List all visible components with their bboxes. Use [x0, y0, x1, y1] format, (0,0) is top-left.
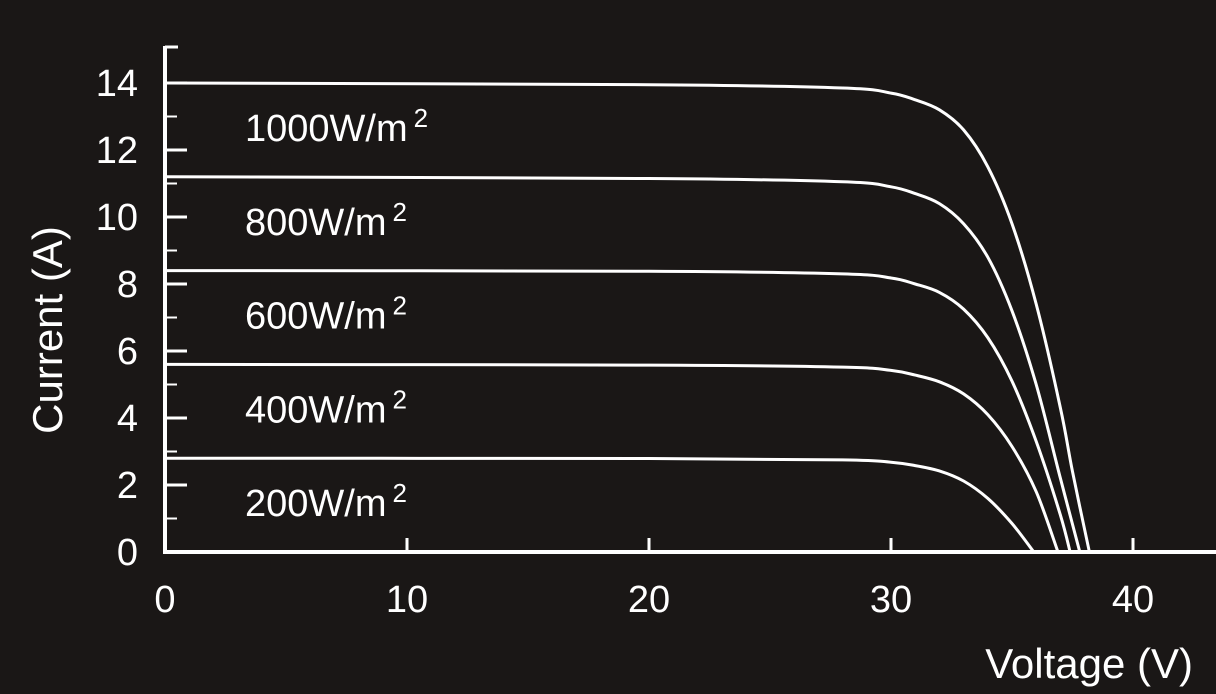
x-tick-label-40: 40 [1112, 579, 1154, 621]
y-axis-title: Current (A) [24, 226, 71, 434]
x-tick-label-30: 30 [870, 579, 912, 621]
x-tick-label-20: 20 [628, 579, 670, 621]
series-label-3: 400W/m 2 [245, 384, 407, 431]
series-labels-layer: 1000W/m 2 800W/m 2 600W/m 2 400W/m 2 200W/m 2 [245, 103, 428, 525]
y-tick-label-4: 4 [117, 398, 138, 440]
y-tick-label-10: 10 [96, 197, 138, 239]
series-label-0: 1000W/m 2 [245, 103, 428, 150]
series-label-superscript: 2 [392, 291, 406, 321]
curves-layer [164, 81, 1091, 553]
series-line-0 [164, 81, 1091, 553]
y-tick-label-2: 2 [117, 465, 138, 507]
x-axis-title: Voltage (V) [985, 640, 1193, 687]
series-label-superscript: 2 [414, 103, 428, 133]
series-line-1 [164, 175, 1082, 553]
x-tick-label-10: 10 [386, 579, 428, 621]
x-tick-label-0: 0 [154, 579, 175, 621]
series-label-1: 800W/m 2 [245, 197, 407, 244]
y-tick-label-6: 6 [117, 331, 138, 373]
y-tick-label-8: 8 [117, 264, 138, 306]
series-label-2: 600W/m 2 [245, 291, 407, 338]
y-tick-label-0: 0 [117, 532, 138, 574]
series-line-2 [164, 269, 1072, 553]
series-label-superscript: 2 [392, 384, 406, 414]
ticks-layer: 0 10 20 30 40 0 2 4 6 8 10 12 14 [96, 63, 1154, 621]
series-line-3 [164, 362, 1060, 553]
series-label-superscript: 2 [392, 478, 406, 508]
axes-layer [163, 45, 1216, 554]
y-tick-label-14: 14 [96, 63, 138, 105]
series-label-4: 200W/m 2 [245, 478, 407, 525]
y-tick-label-12: 12 [96, 130, 138, 172]
series-label-superscript: 2 [392, 197, 406, 227]
series-line-4 [164, 456, 1035, 553]
